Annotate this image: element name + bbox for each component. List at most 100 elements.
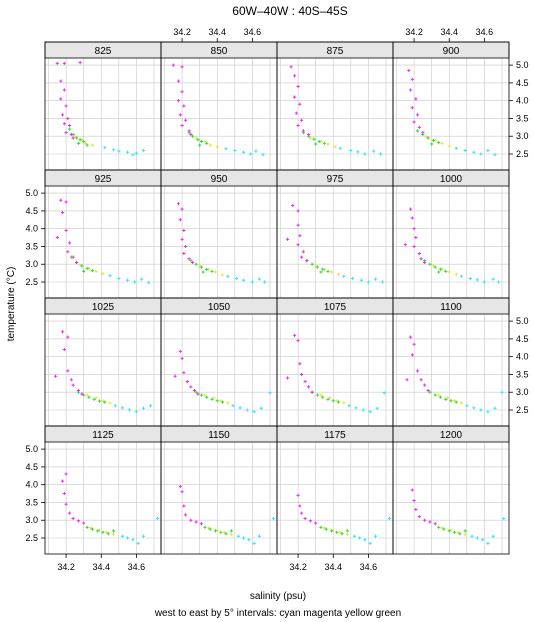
data-point-cyan <box>127 408 131 412</box>
data-point-magenta <box>410 216 414 220</box>
data-point-magenta <box>285 376 290 380</box>
data-point-magenta <box>289 65 293 69</box>
data-point-magenta <box>300 511 304 515</box>
data-point-yellow <box>94 269 98 273</box>
data-point-magenta <box>60 113 65 117</box>
data-point-yellow <box>437 393 441 397</box>
data-point-magenta <box>55 235 59 240</box>
data-point-cyan <box>111 148 116 152</box>
data-point-magenta <box>78 61 82 65</box>
data-point-cyan <box>136 541 140 545</box>
data-point-magenta <box>71 383 75 387</box>
x-tick-label: 34.6 <box>476 27 494 37</box>
data-point-magenta <box>410 106 414 110</box>
data-point-yellow <box>459 401 464 405</box>
panel-label: 1175 <box>324 430 346 441</box>
data-point-magenta <box>417 515 421 519</box>
data-point-green <box>433 393 437 397</box>
data-point-green <box>431 138 436 143</box>
data-point-yellow <box>94 396 98 400</box>
data-point-cyan <box>234 276 239 281</box>
data-point-cyan <box>363 152 367 156</box>
data-point-magenta <box>187 257 191 261</box>
panel-1125: 1125 <box>44 425 162 555</box>
panel-border <box>392 425 510 555</box>
panel-1100: 1100 <box>392 297 510 427</box>
data-point-magenta <box>308 519 312 523</box>
data-point-green <box>428 390 432 394</box>
panel-825: 825 <box>44 41 162 171</box>
data-point-green <box>449 399 453 403</box>
y-tick-label: 4.0 <box>25 224 38 234</box>
data-point-magenta <box>301 129 305 133</box>
data-point-magenta <box>296 209 300 213</box>
data-point-magenta <box>64 131 68 135</box>
data-point-yellow <box>345 532 349 537</box>
data-point-magenta <box>64 104 68 108</box>
data-point-green <box>210 397 214 401</box>
data-point-magenta <box>64 228 68 233</box>
data-point-green <box>319 270 323 274</box>
data-point-yellow <box>111 532 116 537</box>
data-point-magenta <box>298 504 302 508</box>
data-point-magenta <box>300 372 304 377</box>
data-point-cyan <box>147 281 151 285</box>
data-point-magenta <box>176 99 181 103</box>
data-point-yellow <box>108 401 112 405</box>
data-point-magenta <box>176 202 181 206</box>
panel-1075: 1075 <box>276 297 394 427</box>
data-point-magenta <box>71 255 75 259</box>
data-point-yellow <box>203 393 207 397</box>
data-point-magenta <box>298 234 302 238</box>
data-point-cyan <box>380 280 385 284</box>
data-point-cyan <box>338 146 342 150</box>
data-point-magenta <box>180 207 184 211</box>
data-point-magenta <box>176 79 181 83</box>
y-tick-label: 2.5 <box>25 533 38 543</box>
data-point-cyan <box>238 406 242 410</box>
data-point-magenta <box>180 237 184 241</box>
data-point-cyan <box>113 404 117 408</box>
data-point-green <box>331 399 335 403</box>
data-point-magenta <box>71 136 75 140</box>
data-point-yellow <box>440 141 444 145</box>
data-point-green <box>463 529 467 533</box>
panel-grid: 825 850 875 900 925 950 975 1000 1025 1050 1075 110… <box>25 27 528 572</box>
data-point-yellow <box>220 273 225 277</box>
data-point-green <box>75 136 79 140</box>
data-point-green <box>220 400 225 404</box>
data-point-yellow <box>449 528 453 532</box>
data-point-green <box>201 270 205 274</box>
data-point-yellow <box>97 528 102 532</box>
data-point-magenta <box>62 122 66 126</box>
data-point-cyan <box>468 276 472 281</box>
x-axis-label: salinity (psu) <box>250 591 306 602</box>
data-point-cyan <box>250 280 254 284</box>
data-point-yellow <box>90 143 95 147</box>
data-point-magenta <box>59 198 63 202</box>
data-point-cyan <box>481 538 485 542</box>
data-point-yellow <box>222 530 226 534</box>
data-point-cyan <box>358 536 362 540</box>
data-point-cyan <box>259 406 263 410</box>
data-point-magenta <box>428 520 432 524</box>
data-point-cyan <box>493 153 497 157</box>
data-point-magenta <box>292 333 297 337</box>
x-tick-label: 34.6 <box>128 562 146 572</box>
data-point-magenta <box>178 113 182 117</box>
panel-border <box>276 41 394 171</box>
panel-label: 850 <box>211 46 228 57</box>
data-point-cyan <box>387 516 392 521</box>
data-point-cyan <box>268 391 272 395</box>
data-point-green <box>85 266 89 271</box>
data-point-magenta <box>296 223 300 227</box>
data-point-cyan <box>247 538 251 542</box>
data-point-magenta <box>303 516 307 521</box>
data-point-magenta <box>64 502 68 506</box>
y-tick-label: 3.5 <box>25 497 38 507</box>
data-point-green <box>444 397 448 401</box>
data-point-cyan <box>155 516 160 521</box>
data-point-magenta <box>423 383 427 387</box>
data-point-magenta <box>182 504 186 508</box>
